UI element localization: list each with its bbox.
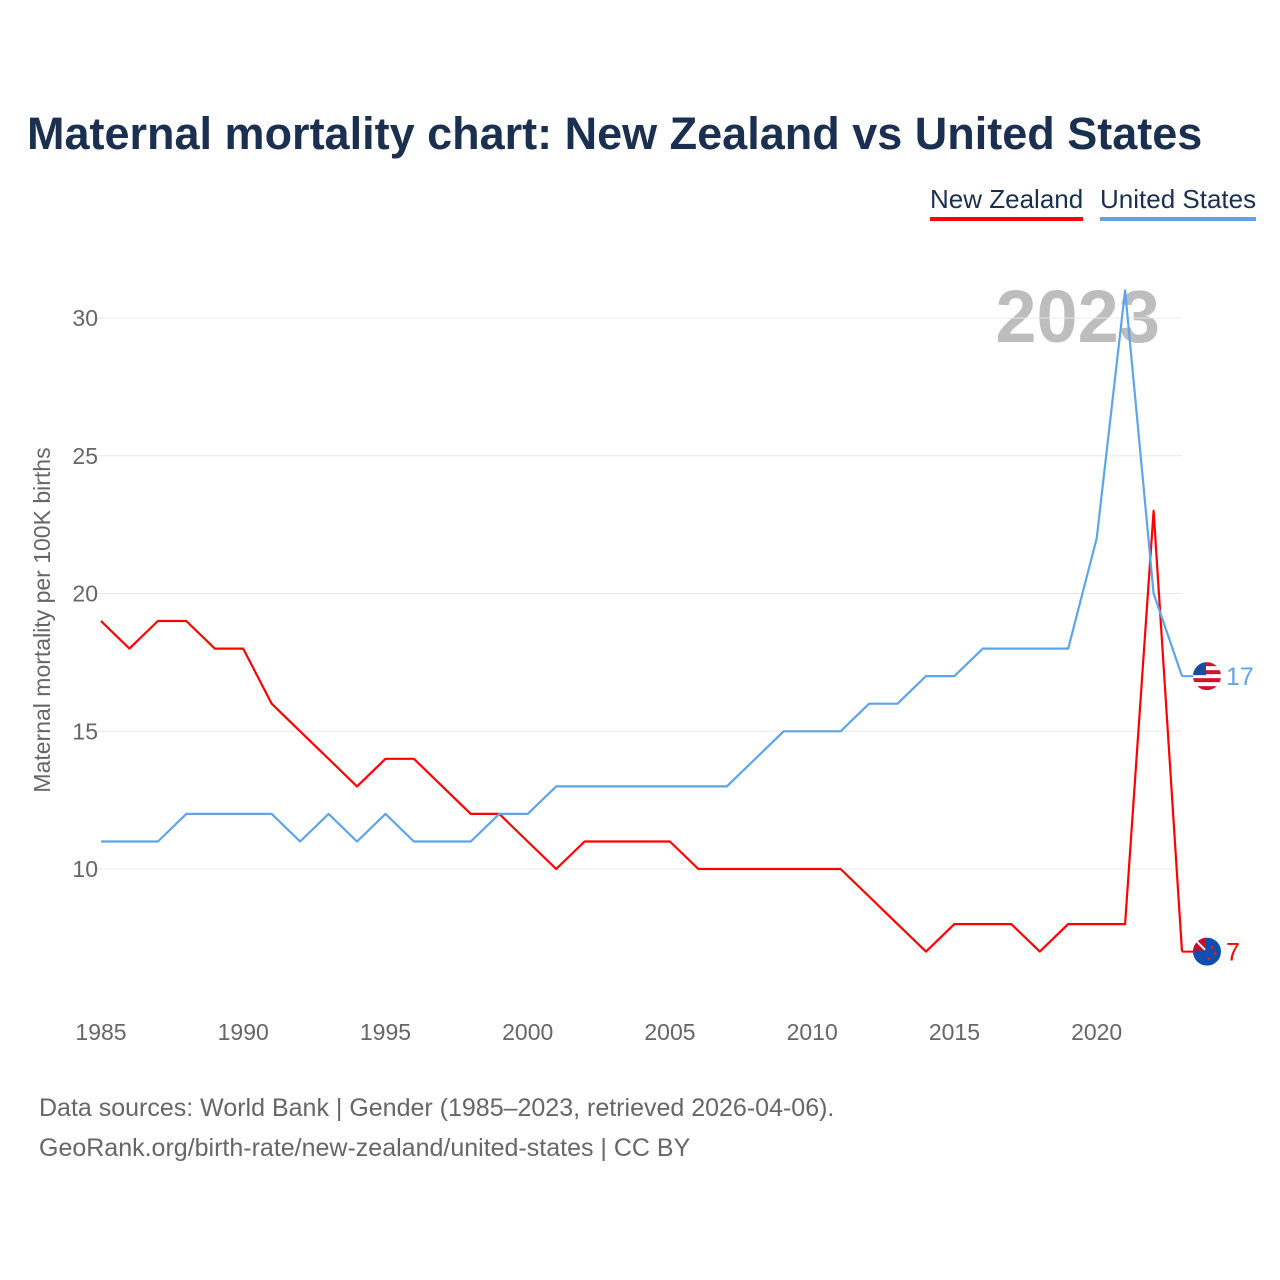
legend-united-states[interactable]: United States — [1100, 184, 1257, 221]
series-line-united-states — [101, 289, 1184, 843]
y-tick-label: 30 — [72, 305, 98, 331]
x-tick-label: 1990 — [218, 1019, 269, 1045]
x-tick-label: 1985 — [75, 1019, 126, 1045]
y-tick-label: 10 — [72, 856, 98, 882]
x-tick-label: 2015 — [929, 1019, 980, 1045]
nz-flag-icon — [1193, 937, 1221, 966]
chart-title: Maternal mortality chart: New Zealand vs… — [27, 108, 1203, 159]
x-tick-label: 2010 — [787, 1019, 838, 1045]
y-tick-label: 15 — [72, 718, 98, 744]
us-flag-icon — [1193, 662, 1221, 691]
y-tick-label: 25 — [72, 443, 98, 469]
x-tick-label: 1995 — [360, 1019, 411, 1045]
source-note: Data sources: World Bank | Gender (1985–… — [39, 1088, 834, 1168]
source-line-1: Data sources: World Bank | Gender (1985–… — [39, 1094, 835, 1122]
y-axis-label: Maternal mortality per 100K births — [29, 447, 55, 792]
end-value-label: 7 — [1226, 939, 1240, 967]
year-watermark: 2023 — [995, 275, 1160, 358]
end-value-label: 17 — [1226, 663, 1254, 691]
legend-new-zealand[interactable]: New Zealand — [930, 184, 1084, 221]
x-tick-label: 2020 — [1071, 1019, 1122, 1045]
series-line-new-zealand — [100, 509, 1184, 953]
x-tick-label: 2000 — [502, 1019, 553, 1045]
x-tick-label: 2005 — [644, 1019, 695, 1045]
y-tick-label: 20 — [72, 581, 98, 607]
source-line-2[interactable]: GeoRank.org/birth-rate/new-zealand/unite… — [39, 1134, 691, 1162]
